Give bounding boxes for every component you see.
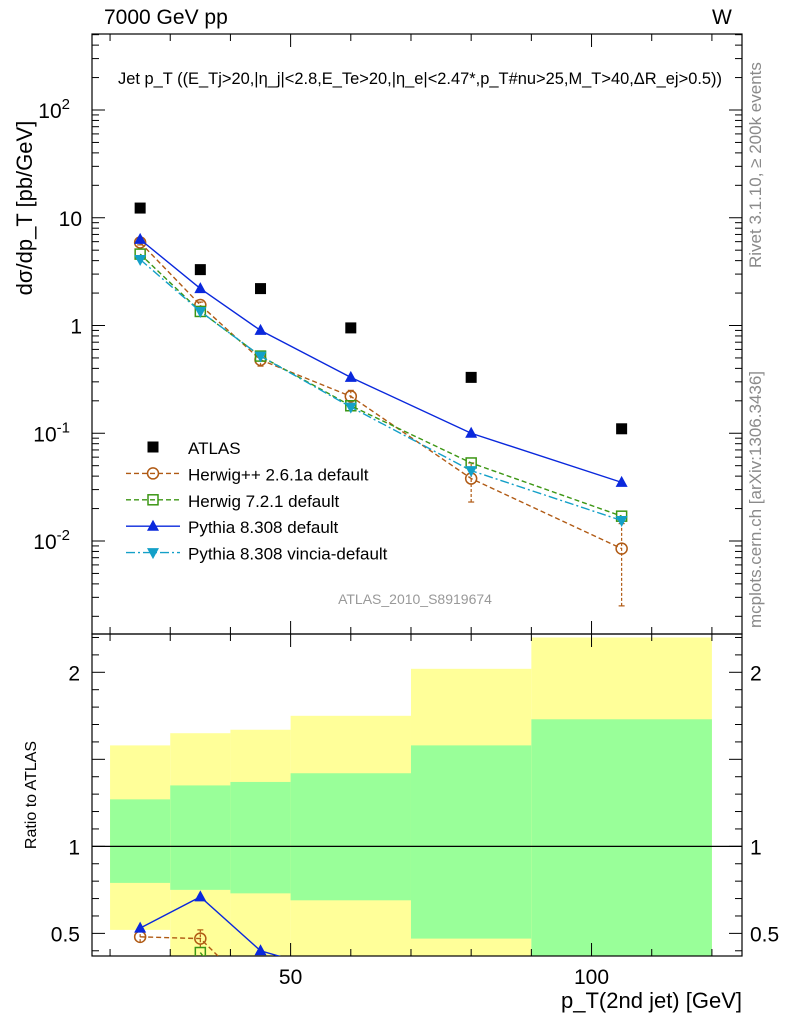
- x-tick-label: 100: [574, 966, 609, 989]
- ratio-point-pythia-8-308-default: [194, 890, 207, 902]
- ratio-bands: [110, 637, 712, 956]
- ratio-point-pythia-8-308-default: [134, 921, 147, 933]
- ratio-y-tick-label: 0.5: [51, 923, 80, 946]
- legend-entry-label: Herwig 7.2.1 default: [188, 492, 339, 511]
- data-point-pythia-8-308-default: [615, 475, 628, 487]
- data-point-herwig-2-6-1a-default: [344, 390, 358, 403]
- uncertainty-band-green: [410, 745, 532, 939]
- ratio-point-pythia-8-308-default: [254, 944, 267, 956]
- legend-marker: [147, 441, 159, 453]
- ratio-y-tick-label: 1: [68, 836, 80, 859]
- data-point-pythia-8-308-default: [254, 323, 267, 335]
- series-line-pythia-8-308-vincia-default: [139, 258, 622, 522]
- uncertainty-band-green: [531, 719, 712, 956]
- ratio-point-herwig-2-6-1a-default: [194, 932, 207, 945]
- data-point-atlas: [616, 423, 628, 435]
- data-point-pythia-8-308-vincia-default: [194, 306, 207, 318]
- series-line-herwig-2-6-1a-default: [139, 241, 622, 550]
- uncertainty-band-green: [290, 773, 411, 901]
- data-point-pythia-8-308-default: [465, 426, 478, 438]
- data-point-pythia-8-308-vincia-default: [615, 515, 628, 527]
- y-tick-label: 1: [70, 316, 82, 339]
- data-point-atlas: [134, 202, 146, 214]
- data-point-herwig-2-6-1a-default: [615, 542, 628, 555]
- ratio-line-herwig-7-2-1-default: [199, 952, 204, 956]
- data-point-pythia-8-308-default: [194, 282, 207, 294]
- legend-marker: [147, 548, 159, 560]
- y-axis-title: dσ/dp_T [pb/GeV]: [12, 121, 37, 296]
- ratio-line-herwig-2-6-1a-default: [140, 936, 220, 956]
- legend-marker: [147, 494, 159, 506]
- data-point-pythia-8-308-vincia-default: [465, 466, 478, 478]
- data-point-atlas: [465, 371, 477, 383]
- data-point-pythia-8-308-default: [134, 232, 147, 244]
- series-line-pythia-8-308-default: [139, 238, 622, 484]
- ratio-y-tick-label-right: 2: [750, 662, 762, 685]
- data-point-atlas: [194, 264, 206, 276]
- legend-entry-label: Pythia 8.308 vincia-default: [188, 545, 388, 564]
- data-point-atlas: [345, 322, 357, 334]
- uncertainty-band-green: [110, 799, 171, 883]
- uncertainty-band-green: [230, 781, 291, 894]
- y-tick-label: 102: [38, 96, 70, 123]
- y-tick-label: 10-2: [33, 527, 70, 554]
- rivet-version-label: Rivet 3.1.10, ≥ 200k events: [746, 62, 765, 268]
- ratio-y-tick-label-right: 0.5: [750, 923, 779, 946]
- y-tick-label: 10-1: [33, 419, 70, 446]
- ratio-y-axis-title: Ratio to ATLAS: [23, 741, 40, 849]
- legend-marker: [147, 519, 159, 531]
- header-process-label: W: [712, 6, 732, 29]
- ratio-y-tick-label: 2: [68, 662, 80, 685]
- data-point-pythia-8-308-default: [344, 370, 357, 382]
- plot-title: Jet p_T ((E_Tj>20,|η_j|<2.8,E_Te>20,|η_e…: [118, 69, 722, 88]
- legend: ATLAS Herwig++ 2.6.1a default Herwig 7.2.1…: [126, 439, 388, 564]
- data-point-pythia-8-308-vincia-default: [254, 351, 267, 363]
- legend-entry-label: ATLAS: [188, 439, 241, 458]
- analysis-watermark: ATLAS_2010_S8919674: [338, 591, 492, 607]
- x-tick-label: 50: [279, 966, 302, 989]
- y-tick-label: 10: [59, 208, 82, 231]
- legend-marker: [146, 467, 160, 480]
- x-axis-title: p_T(2nd jet) [GeV]: [561, 988, 742, 1013]
- main-series-group: [133, 202, 628, 607]
- data-point-atlas: [255, 283, 267, 295]
- data-point-pythia-8-308-vincia-default: [344, 402, 357, 414]
- ratio-line-pythia-8-308-default: [139, 895, 282, 956]
- ratio-point-herwig-7-2-1-default: [194, 946, 207, 956]
- legend-entry-label: Pythia 8.308 default: [188, 518, 339, 537]
- ratio-y-tick-label-right: 1: [750, 836, 762, 859]
- mcplots-reference-label: mcplots.cern.ch [arXiv:1306.3436]: [746, 370, 765, 628]
- ratio-series-group: [133, 890, 282, 956]
- uncertainty-band-green: [170, 785, 231, 890]
- legend-entry-label: Herwig++ 2.6.1a default: [188, 465, 369, 484]
- header-energy-label: 7000 GeV pp: [104, 6, 228, 29]
- data-point-pythia-8-308-vincia-default: [134, 254, 147, 266]
- ratio-plot-frame: [91, 633, 743, 957]
